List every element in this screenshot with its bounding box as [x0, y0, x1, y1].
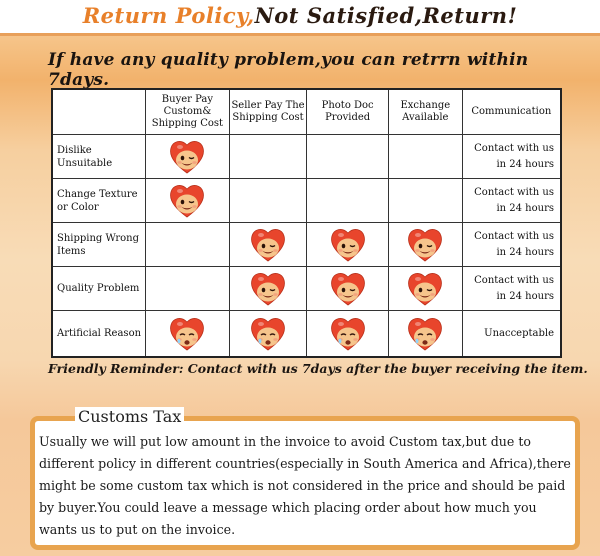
mark-cell	[306, 222, 389, 268]
header-cell-seller-pay: Seller Pay The Shipping Cost	[228, 88, 308, 135]
mark-cell	[228, 133, 308, 180]
smiling-heart-face-icon	[250, 270, 286, 308]
banner-title: Return Policy,Not Satisfied,Return!	[0, 3, 600, 28]
mark-cell	[387, 178, 463, 224]
smiling-heart-face-icon	[250, 226, 286, 264]
mark-cell	[228, 310, 308, 358]
banner-title-part2: Not Satisfied,Return!	[254, 3, 518, 28]
smiling-heart-face-icon	[407, 226, 443, 264]
row-label: Artificial Reason	[51, 310, 147, 358]
smiling-heart-face-icon	[330, 270, 366, 308]
mark-cell	[306, 178, 389, 224]
mark-cell	[145, 178, 230, 224]
mark-cell	[145, 266, 230, 312]
header-cell-exchange: Exchange Available	[387, 88, 463, 135]
crying-heart-face-icon	[250, 315, 286, 353]
communication-cell: Contact with us in 24 hours	[461, 133, 562, 180]
communication-cell: Contact with us in 24 hours	[461, 178, 562, 224]
row-label: Dislike Unsuitable	[51, 133, 147, 180]
banner-divider	[0, 33, 600, 36]
headline: If have any quality problem,you can retr…	[48, 50, 529, 90]
mark-cell	[228, 222, 308, 268]
customs-tax-text: Usually we will put low amount in the in…	[39, 434, 571, 537]
return-policy-table: Buyer Pay Custom& Shipping Cost Seller P…	[51, 88, 562, 358]
table-header-row: Buyer Pay Custom& Shipping Cost Seller P…	[51, 88, 562, 135]
communication-cell: Unacceptable	[461, 310, 562, 358]
mark-cell	[306, 266, 389, 312]
header-cell-communication: Communication	[461, 88, 562, 135]
row-label: Quality Problem	[51, 266, 147, 312]
top-banner: Return Policy,Not Satisfied,Return!	[0, 0, 600, 36]
smiling-heart-face-icon	[330, 226, 366, 264]
mark-cell	[306, 133, 389, 180]
mark-cell	[387, 266, 463, 312]
mark-cell	[387, 310, 463, 358]
mark-cell	[228, 178, 308, 224]
header-cell-empty	[51, 88, 147, 135]
table-row: Change Texture or Color Contact with us i…	[51, 178, 562, 224]
row-label: Shipping Wrong Items	[51, 222, 147, 268]
mark-cell	[387, 222, 463, 268]
mark-cell	[228, 266, 308, 312]
crying-heart-face-icon	[407, 315, 443, 353]
smiling-heart-face-icon	[407, 270, 443, 308]
customs-tax-title: Customs Tax	[75, 407, 185, 426]
header-cell-buyer-pay: Buyer Pay Custom& Shipping Cost	[145, 88, 230, 135]
customs-tax-box: Customs Tax Usually we will put low amou…	[30, 407, 580, 550]
mark-cell	[387, 133, 463, 180]
banner-title-part1: Return Policy,	[82, 3, 255, 28]
smiling-heart-face-icon	[169, 138, 205, 176]
mark-cell	[145, 222, 230, 268]
communication-cell: Contact with us in 24 hours	[461, 266, 562, 312]
table-row: Artificial Reason Unacceptable	[51, 310, 562, 358]
mark-cell	[306, 310, 389, 358]
table-row: Dislike Unsuitable Contact with us in 24 …	[51, 133, 562, 180]
crying-heart-face-icon	[169, 315, 205, 353]
row-label: Change Texture or Color	[51, 178, 147, 224]
header-cell-photo-doc: Photo Doc Provided	[306, 88, 389, 135]
mark-cell	[145, 133, 230, 180]
friendly-reminder: Friendly Reminder: Contact with us 7days…	[48, 361, 588, 376]
table-row: Shipping Wrong Items Contact with us in 2…	[51, 222, 562, 268]
crying-heart-face-icon	[330, 315, 366, 353]
mark-cell	[145, 310, 230, 358]
smiling-heart-face-icon	[169, 182, 205, 220]
communication-cell: Contact with us in 24 hours	[461, 222, 562, 268]
table-row: Quality Problem Contact with us in 24 hou…	[51, 266, 562, 312]
